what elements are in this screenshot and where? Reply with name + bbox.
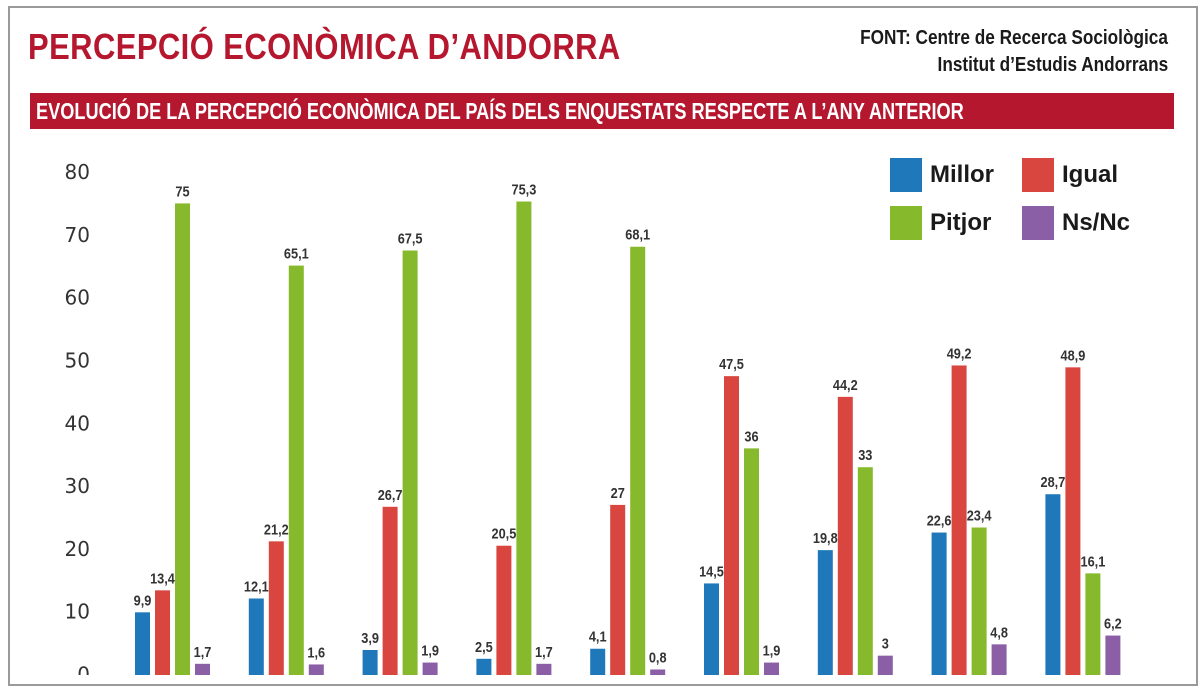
data-label: 75 bbox=[175, 182, 189, 199]
data-label: 22,6 bbox=[927, 512, 952, 529]
y-tick-label: 20 bbox=[65, 537, 90, 561]
legend-swatch bbox=[1022, 158, 1054, 192]
data-label: 3 bbox=[882, 635, 889, 652]
data-label: 4,1 bbox=[589, 628, 607, 645]
bar-igual bbox=[268, 541, 284, 675]
data-label: 48,9 bbox=[1060, 346, 1085, 363]
data-label: 1,7 bbox=[535, 643, 553, 660]
legend-swatch bbox=[890, 206, 922, 240]
data-label: 6,2 bbox=[1104, 615, 1122, 632]
data-label: 1,7 bbox=[194, 643, 212, 660]
y-tick-label: 30 bbox=[65, 474, 90, 498]
y-tick-label: 80 bbox=[65, 160, 90, 184]
bar-ns-nc bbox=[422, 662, 438, 675]
bar-igual bbox=[951, 365, 967, 675]
bar-pitjor bbox=[516, 201, 532, 675]
data-label: 14,5 bbox=[699, 562, 724, 579]
data-label: 2,5 bbox=[475, 638, 493, 655]
data-label: 4,8 bbox=[990, 623, 1008, 640]
y-tick-label: 50 bbox=[65, 348, 90, 372]
data-label: 20,5 bbox=[491, 525, 516, 542]
data-label: 1,9 bbox=[763, 642, 781, 659]
bar-igual bbox=[610, 504, 626, 675]
page-title: PERCEPCIÓ ECONÒMICA D’ANDORRA bbox=[28, 26, 621, 67]
data-label: 67,5 bbox=[398, 230, 423, 247]
bar-ns-nc bbox=[764, 662, 779, 675]
bar-pitjor bbox=[857, 467, 873, 675]
data-label: 12,1 bbox=[244, 577, 269, 594]
bar-ns-nc bbox=[1105, 635, 1121, 675]
data-label: 13,4 bbox=[150, 569, 175, 586]
bar-igual bbox=[1065, 367, 1081, 675]
bar-millor bbox=[590, 648, 606, 675]
y-tick-label: 70 bbox=[65, 223, 90, 247]
y-tick-label: 10 bbox=[65, 600, 90, 624]
bar-ns-nc bbox=[991, 644, 1007, 675]
legend-label: Ns/Nc bbox=[1062, 209, 1130, 236]
data-label: 28,7 bbox=[1040, 473, 1065, 490]
data-label: 0,8 bbox=[649, 648, 667, 665]
bar-pitjor bbox=[402, 250, 418, 675]
bar-igual bbox=[496, 545, 512, 675]
data-label: 1,6 bbox=[307, 643, 325, 660]
data-label: 33 bbox=[858, 446, 872, 463]
source-line-1: FONT: Centre de Recerca Sociològica bbox=[860, 27, 1168, 49]
data-label: 36 bbox=[744, 427, 758, 444]
bar-millor bbox=[931, 532, 947, 675]
data-label: 27 bbox=[611, 484, 625, 501]
data-label: 23,4 bbox=[967, 507, 992, 524]
chart-subtitle: EVOLUCIÓ DE LA PERCEPCIÓ ECONÒMICA DEL P… bbox=[36, 98, 964, 124]
bar-millor bbox=[362, 650, 378, 675]
bar-millor bbox=[248, 598, 264, 675]
data-label: 75,3 bbox=[511, 181, 536, 198]
bar-millor bbox=[135, 612, 150, 675]
bar-millor bbox=[704, 583, 719, 675]
legend-swatch bbox=[1022, 206, 1054, 240]
source-line-2: Institut d’Estudis Andorrans bbox=[937, 54, 1168, 76]
bar-ns-nc bbox=[650, 669, 666, 675]
data-label: 1,9 bbox=[421, 642, 439, 659]
y-tick-label: 40 bbox=[65, 411, 90, 435]
subtitle-banner: EVOLUCIÓ DE LA PERCEPCIÓ ECONÒMICA DEL P… bbox=[30, 93, 1174, 129]
bar-igual bbox=[724, 376, 739, 675]
data-label: 21,2 bbox=[264, 520, 289, 537]
data-label: 19,8 bbox=[813, 529, 838, 546]
bar-igual bbox=[155, 590, 170, 675]
data-label: 44,2 bbox=[833, 376, 858, 393]
bar-pitjor bbox=[1085, 573, 1101, 675]
bar-ns-nc bbox=[308, 664, 324, 675]
data-label: 65,1 bbox=[284, 245, 309, 262]
bar-pitjor bbox=[288, 265, 304, 675]
data-label: 68,1 bbox=[625, 226, 650, 243]
data-label: 9,9 bbox=[134, 591, 152, 608]
legend-label: Igual bbox=[1062, 161, 1118, 188]
bar-pitjor bbox=[971, 527, 987, 675]
bar-pitjor bbox=[744, 448, 759, 675]
legend-label: Millor bbox=[930, 161, 994, 188]
bar-millor bbox=[1045, 494, 1061, 675]
bar-igual bbox=[382, 506, 398, 675]
data-label: 16,1 bbox=[1080, 552, 1105, 569]
bar-millor bbox=[476, 658, 492, 675]
data-label: 26,7 bbox=[378, 486, 403, 503]
data-label: 47,5 bbox=[719, 355, 744, 372]
y-tick-label: 60 bbox=[65, 286, 90, 310]
y-tick-label: 0 bbox=[77, 663, 90, 676]
bar-pitjor bbox=[630, 246, 646, 675]
bar-ns-nc bbox=[877, 655, 893, 675]
bar-millor bbox=[817, 550, 833, 675]
bar-ns-nc bbox=[195, 663, 210, 675]
data-label: 3,9 bbox=[361, 629, 379, 646]
data-label: 49,2 bbox=[947, 344, 972, 361]
bar-igual bbox=[837, 396, 853, 675]
bar-ns-nc bbox=[536, 663, 552, 675]
legend-swatch bbox=[890, 158, 922, 192]
bar-pitjor bbox=[175, 203, 190, 675]
legend-label: Pitjor bbox=[930, 209, 991, 236]
